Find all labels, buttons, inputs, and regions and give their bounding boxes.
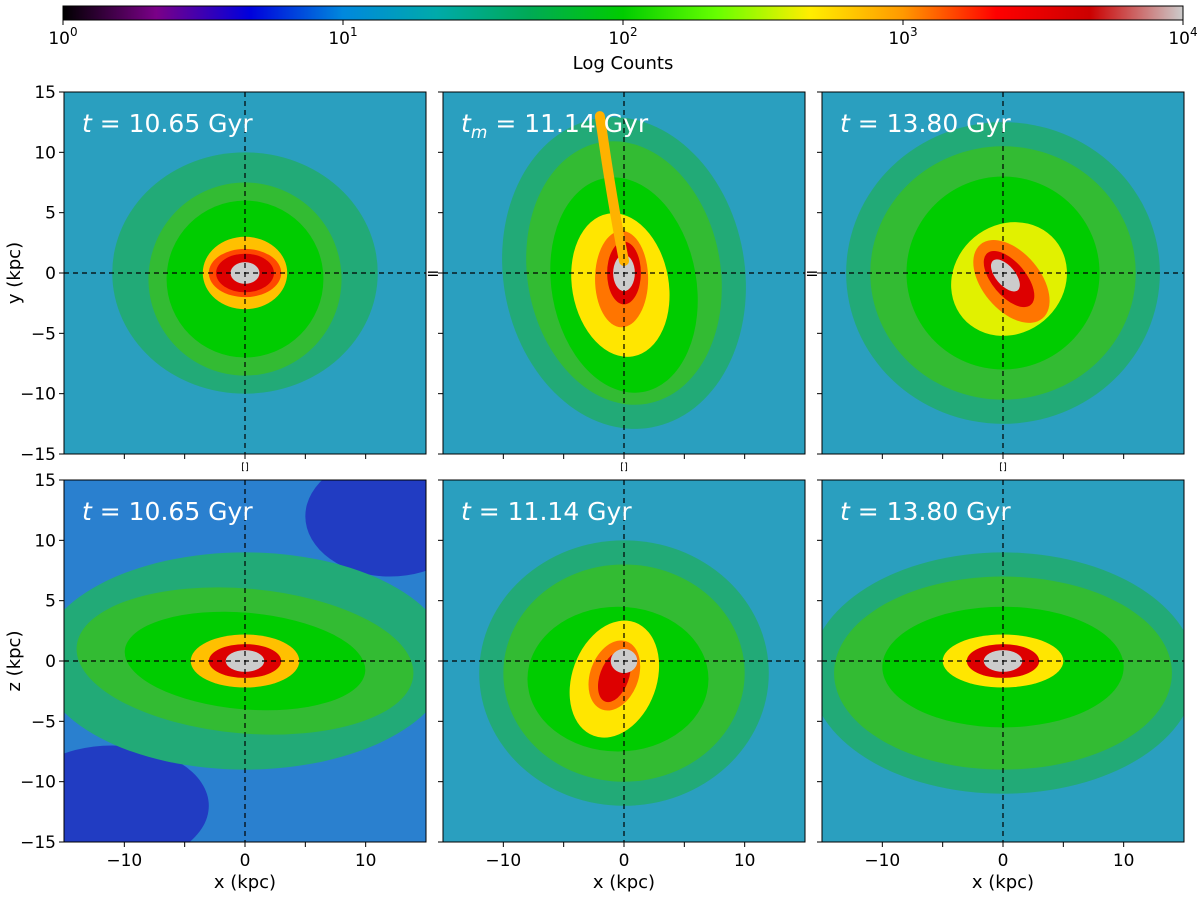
panel-title-variable: t xyxy=(461,109,472,138)
y-tick-label: 15 xyxy=(34,83,56,103)
x-tick-label: 0 xyxy=(998,851,1009,871)
x-tick-label: −10 xyxy=(864,851,900,871)
y-tick-label: −5 xyxy=(31,324,56,344)
colorbar-tick-label: 102 xyxy=(608,25,637,49)
y-tick-label: 0 xyxy=(45,264,56,284)
panel-title-subscript: m xyxy=(471,123,488,143)
panel-title-value: = 11.14 Gyr xyxy=(471,497,633,526)
y-tick-label: 5 xyxy=(45,204,56,224)
x-axis-label: x (kpc) xyxy=(214,872,276,893)
panel-bottom-left: 15 10 5 0 −5 −10 −15 −10 0 10 x (kpc) z (kpc) t = 10… xyxy=(4,471,427,893)
colorbar-tick-label: 103 xyxy=(888,25,917,49)
panel-title: t = 10.65 Gyr xyxy=(82,497,253,526)
y-tick-label: −10 xyxy=(20,773,56,793)
y-tick-label: −10 xyxy=(20,385,56,405)
colorbar-gradient xyxy=(62,5,1184,21)
low-density-region xyxy=(305,480,426,577)
panel-title-variable: t xyxy=(840,109,851,138)
colorbar-tick-label: 101 xyxy=(328,25,357,49)
panel-title-variable: t xyxy=(461,497,472,526)
colorbar: 100 101 102 103 104 Log Counts xyxy=(48,5,1198,74)
density-contour xyxy=(990,259,1020,292)
bracket-glyph: [] xyxy=(241,462,249,473)
x-tick-label: 10 xyxy=(1113,851,1135,871)
y-tick-label: −15 xyxy=(20,445,56,465)
panel-title: t = 13.80 Gyr xyxy=(840,497,1011,526)
equals-glyph: = xyxy=(805,264,818,283)
panel-title-value: = 10.65 Gyr xyxy=(92,109,254,138)
y-tick-label: 15 xyxy=(34,471,56,491)
colorbar-tick-label: 104 xyxy=(1168,25,1197,49)
panel-title: tm = 11.14 Gyr xyxy=(461,109,649,143)
y-tick-label: 5 xyxy=(45,592,56,612)
panel-title: t = 10.65 Gyr xyxy=(82,109,253,138)
colorbar-tick-label: 100 xyxy=(48,25,77,49)
panel-bottom-middle: −10 0 10 x (kpc) t = 11.14 Gyr xyxy=(438,479,806,893)
y-axis-label: y (kpc) xyxy=(4,242,25,304)
x-tick-label: 0 xyxy=(240,851,251,871)
panel-top-right: [] = t = 13.80 Gyr xyxy=(805,91,1185,473)
panel-bottom-right: −10 0 10 x (kpc) t = 13.80 Gyr xyxy=(817,479,1185,893)
panel-top-middle: [] = tm = 11.14 Gyr xyxy=(426,91,806,473)
y-tick-label: 10 xyxy=(34,143,56,163)
x-tick-label: 10 xyxy=(734,851,756,871)
panel-title: t = 13.80 Gyr xyxy=(840,109,1011,138)
equals-glyph: = xyxy=(426,264,439,283)
bracket-glyph: [] xyxy=(999,462,1007,473)
bracket-glyph: [] xyxy=(620,462,628,473)
panel-title-variable: t xyxy=(82,109,93,138)
x-tick-label: −10 xyxy=(106,851,142,871)
panel-title-value: = 13.80 Gyr xyxy=(850,497,1012,526)
x-tick-label: 0 xyxy=(619,851,630,871)
low-density-region xyxy=(64,745,209,842)
y-tick-label: 0 xyxy=(45,652,56,672)
panels: 15 10 5 0 −5 −10 −15 [] y (kpc) t = 10.65 Gyr [] = t… xyxy=(4,83,1185,893)
tidal-stream xyxy=(594,111,629,266)
y-tick-label: −15 xyxy=(20,833,56,853)
panel-title-value: = 11.14 Gyr xyxy=(487,109,649,138)
x-tick-label: −10 xyxy=(485,851,521,871)
panel-top-left: 15 10 5 0 −5 −10 −15 [] y (kpc) t = 10.65 Gyr xyxy=(4,83,427,473)
y-tick-label: 10 xyxy=(34,531,56,551)
y-axis-label: z (kpc) xyxy=(4,631,25,692)
panel-title-value: = 13.80 Gyr xyxy=(850,109,1012,138)
x-axis-label: x (kpc) xyxy=(972,872,1034,893)
colorbar-label: Log Counts xyxy=(573,53,674,74)
panel-title-value: = 10.65 Gyr xyxy=(92,497,254,526)
heatmap-image xyxy=(64,92,426,454)
x-tick-label: 10 xyxy=(355,851,377,871)
x-axis-label: x (kpc) xyxy=(593,872,655,893)
y-tick-label: −5 xyxy=(31,712,56,732)
panel-title-variable: t xyxy=(840,497,851,526)
panel-title-variable: t xyxy=(82,497,93,526)
panel-title: t = 11.14 Gyr xyxy=(461,497,632,526)
